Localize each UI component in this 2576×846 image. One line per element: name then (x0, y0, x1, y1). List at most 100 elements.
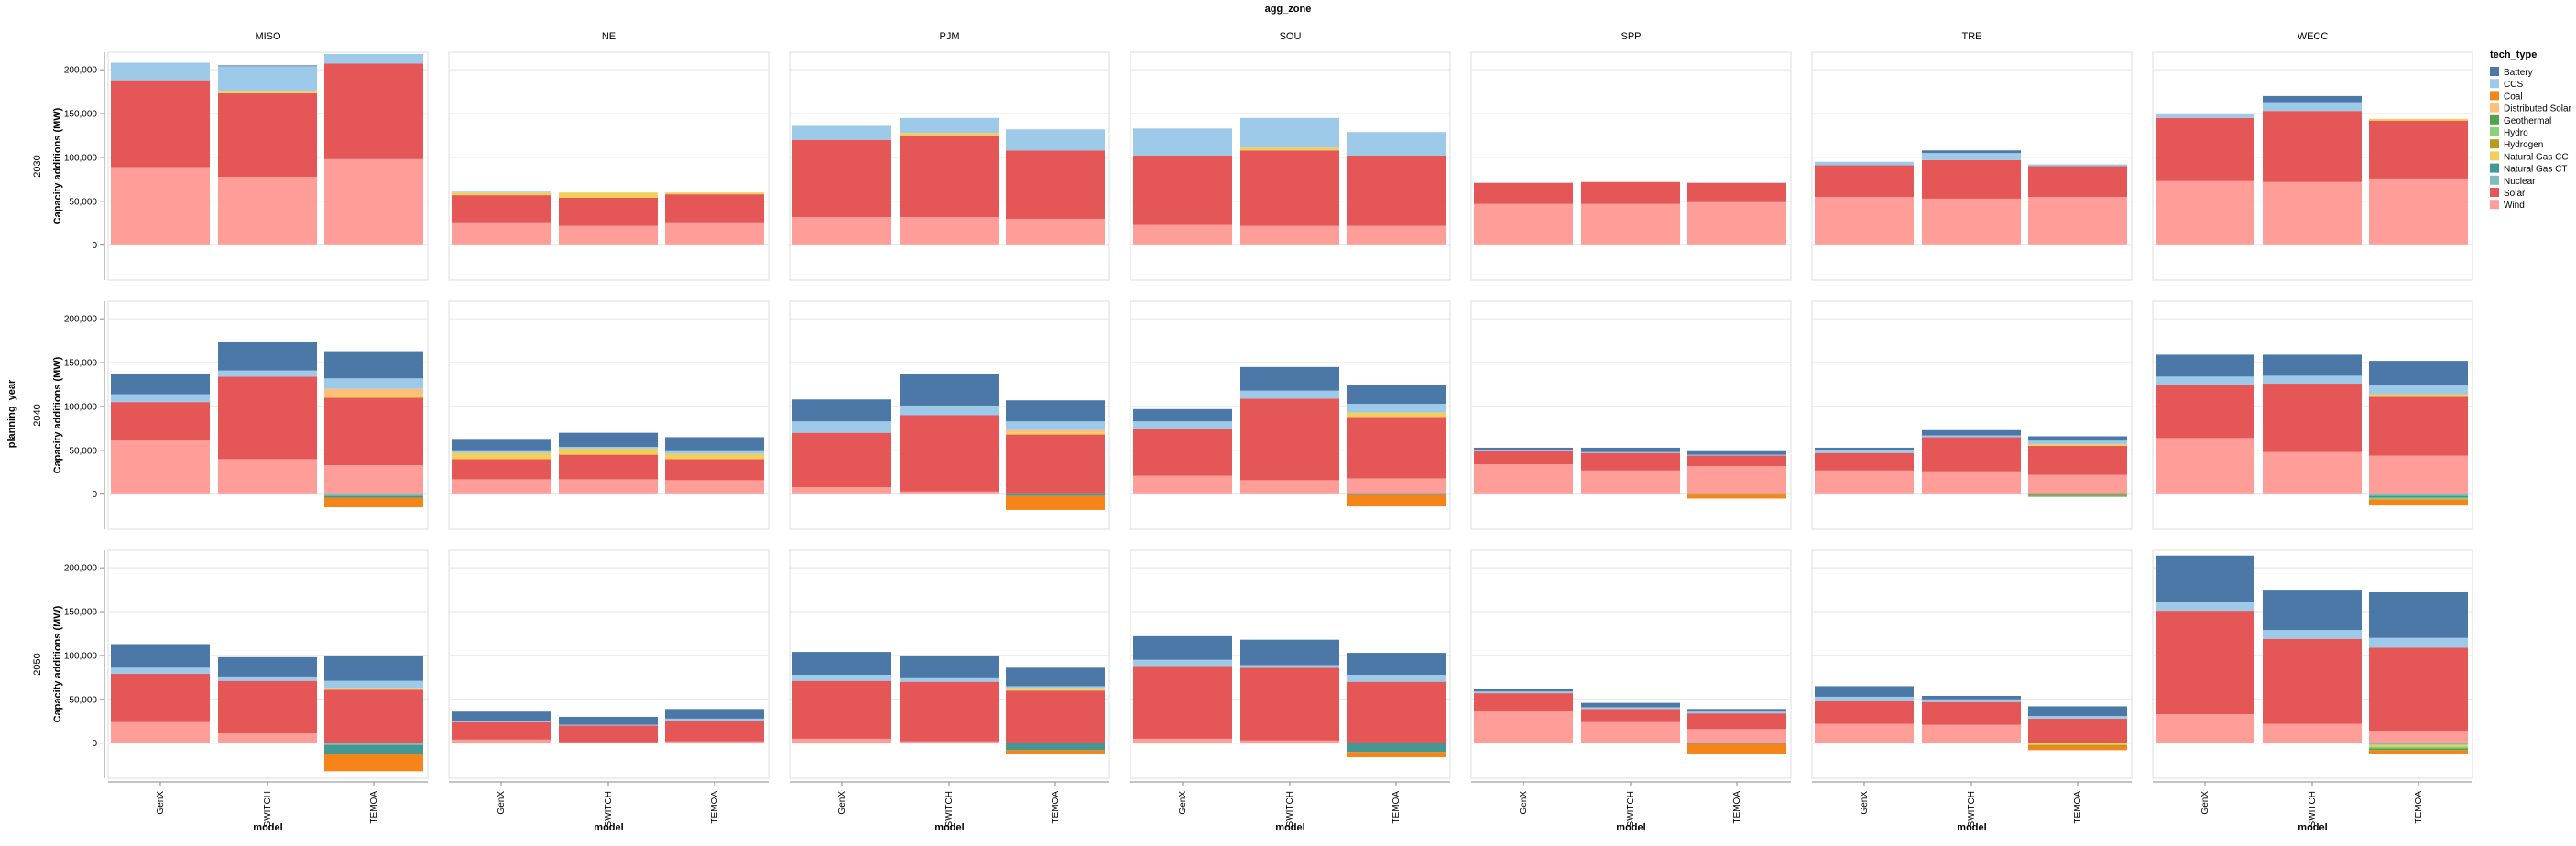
bar-segment-wind (665, 222, 764, 245)
bar-segment-solar (1581, 709, 1680, 722)
y-tick-label: 50,000 (69, 695, 97, 705)
y-axis-title: Capacity additions (MW) (52, 107, 63, 224)
bar-segment-natural-gas-cc (2369, 744, 2468, 747)
legend-label: Distributed Solar (2504, 104, 2572, 114)
bar-segment-geothermal (2369, 748, 2468, 751)
bar-segment-ccs (218, 370, 317, 377)
bar-segment-solar (1581, 452, 1680, 471)
bar-segment-ccs (1240, 117, 1339, 148)
legend-label: Hydrogen (2504, 140, 2543, 150)
bar-segment-solar (1474, 693, 1573, 712)
bar-segment-solar (665, 459, 764, 481)
legend-label: Natural Gas CC (2504, 152, 2569, 162)
bar-segment-ccs (665, 450, 764, 454)
column-facet-title: agg_zone (1265, 4, 1312, 15)
facet-panel (448, 300, 770, 530)
zone-header-miso: MISO (255, 31, 281, 42)
legend-swatch (2490, 151, 2499, 161)
legend-swatch (2490, 91, 2499, 101)
bar-segment-battery (2369, 591, 2468, 638)
bar-segment-solar (559, 454, 658, 480)
x-tick-label: TEMOA (1392, 791, 1402, 824)
bar-segment-solar (1240, 150, 1339, 226)
bar-segment-battery (665, 709, 764, 719)
bar-segment-solar (2156, 384, 2254, 439)
bar-segment-ccs (2263, 630, 2362, 639)
bar-segment-solar (1687, 455, 1786, 467)
bar-segment-battery (324, 351, 423, 379)
bar-segment-natural-gas-cc (2028, 743, 2127, 745)
bar-segment-natural-gas-ct (1006, 494, 1105, 496)
bar-segment-ccs (792, 674, 891, 681)
year-label-2050: 2050 (32, 653, 43, 675)
bar-segment-wind (1474, 711, 1573, 743)
bar-segment-ccs (452, 721, 551, 722)
bar-segment-ccs (2156, 114, 2254, 118)
bar-segment-battery (111, 374, 210, 395)
bar-segment-wind (1687, 466, 1786, 494)
bar-segment-ccs (559, 446, 658, 449)
zone-header-wecc: WECC (2298, 31, 2329, 42)
bar-segment-wind (2156, 714, 2254, 743)
bar-segment-natural-gas-cc (1006, 432, 1105, 435)
bar-segment-ccs (1581, 707, 1680, 710)
bar-segment-hydrogen (2028, 744, 2127, 747)
bar-segment-battery (900, 374, 999, 406)
x-tick-label: GenX (156, 791, 166, 815)
y-tick-label: 200,000 (64, 564, 98, 574)
bar-segment-natural-gas-cc (324, 688, 423, 690)
bar-segment-wind (218, 459, 317, 494)
bar-segment-ccs (1922, 435, 2021, 438)
x-tick-label: SWITCH (944, 791, 955, 827)
bar-segment-battery (324, 655, 423, 681)
bar-segment-coal (2369, 750, 2468, 754)
bar-segment-solar (2369, 396, 2468, 456)
bar-segment-solar (2263, 111, 2362, 182)
x-tick-label: SWITCH (1285, 791, 1295, 827)
bar-segment-ccs (2263, 375, 2362, 385)
bar-segment-wind (559, 479, 658, 494)
x-tick-label: GenX (1860, 791, 1870, 815)
bar-segment-ccs (452, 450, 551, 453)
bar-segment-ccs (1006, 686, 1105, 689)
bar-segment-ccs (1815, 161, 1914, 166)
bar-segment-nuclear (324, 743, 423, 745)
bar-segment-natural-gas-cc (2028, 444, 2127, 447)
bar-segment-battery (665, 437, 764, 451)
year-label-2040: 2040 (32, 404, 43, 426)
bar-segment-ccs (2156, 376, 2254, 385)
bar-segment-wind (792, 487, 891, 494)
bar-segment-ccs (2028, 716, 2127, 719)
bar-segment-ccs (1815, 696, 1914, 701)
x-tick-label: GenX (1178, 791, 1188, 815)
bar-segment-solar (1687, 182, 1786, 202)
bar-segment-battery (1474, 447, 1573, 450)
legend-label: Geothermal (2504, 116, 2551, 126)
bar-segment-battery (2263, 590, 2362, 631)
bar-segment-ccs (1581, 451, 1680, 453)
bar-segment-natural-gas-ct (2028, 494, 2127, 495)
bar-segment-wind (2028, 197, 2127, 245)
bar-segment-ccs (665, 718, 764, 721)
bar-segment-solar (452, 459, 551, 480)
x-tick-label: TEMOA (1051, 791, 1061, 824)
x-tick-label: TEMOA (2414, 791, 2424, 824)
bar-segment-battery (1581, 447, 1680, 452)
bar-segment-wind (324, 158, 423, 245)
bar-segment-battery (1815, 447, 1914, 450)
bar-segment-coal (2369, 499, 2468, 506)
bar-segment-wind (900, 217, 999, 245)
bar-segment-battery (1133, 635, 1232, 660)
bar-segment-battery (559, 432, 658, 447)
bar-segment-solar (792, 139, 891, 218)
bar-segment-wind (900, 491, 999, 494)
bar-segment-nuclear (2369, 743, 2468, 745)
bar-segment-wind (2369, 178, 2468, 245)
bar-segment-natural-gas-cc (559, 448, 658, 455)
bar-segment-solar (2263, 638, 2362, 724)
bar-segment-wind (2369, 731, 2468, 743)
bar-segment-ccs (2369, 637, 2468, 648)
bar-segment-nuclear (2369, 494, 2468, 496)
bar-segment-ccs (1474, 450, 1573, 451)
y-tick-label: 50,000 (69, 446, 97, 456)
